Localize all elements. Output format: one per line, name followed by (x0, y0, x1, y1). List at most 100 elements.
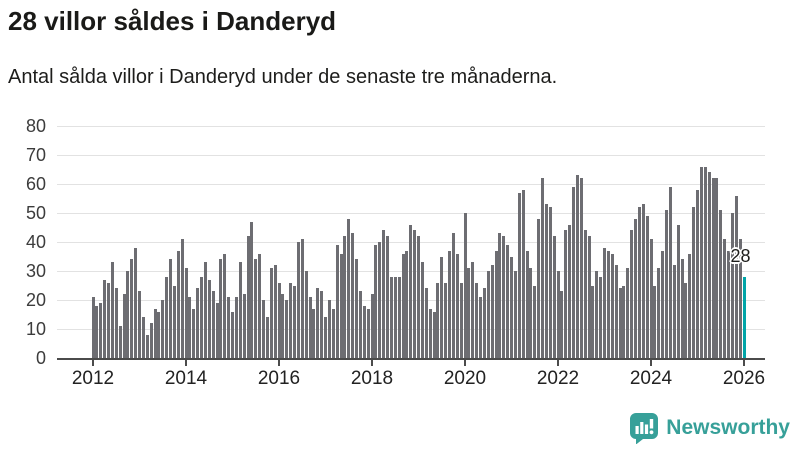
bar (304, 271, 308, 358)
chart-title: 28 villor såldes i Danderyd (8, 6, 337, 36)
bar (424, 288, 428, 358)
x-axis-tick-label: 2022 (536, 368, 580, 389)
bar (668, 186, 672, 358)
bar (327, 300, 331, 358)
bar (99, 302, 103, 358)
bar (537, 218, 541, 358)
bar (192, 308, 196, 358)
x-axis-tick-label: 2012 (71, 368, 115, 389)
x-axis-tick-label: 2014 (164, 368, 208, 389)
bar (711, 178, 715, 358)
bar (459, 282, 463, 358)
bar (603, 247, 606, 358)
bar (331, 308, 335, 358)
chart-subtitle: Antal sålda villor i Danderyd under de s… (8, 66, 558, 88)
bar (362, 305, 366, 358)
bar (378, 242, 382, 358)
y-axis-tick-label: 80 (25, 116, 46, 136)
x-axis-line (57, 358, 765, 360)
bar (347, 218, 351, 358)
bar (548, 207, 552, 358)
bar (614, 265, 618, 358)
bar (525, 250, 529, 358)
bar (254, 259, 258, 358)
bar (494, 250, 498, 358)
bar (699, 166, 703, 358)
bar (444, 282, 448, 358)
bar (289, 282, 293, 358)
bar (250, 221, 254, 358)
bar (316, 288, 320, 358)
current-period-bar (742, 276, 746, 358)
bar (734, 195, 738, 358)
bar (676, 224, 680, 358)
bar (262, 300, 265, 358)
x-axis-tick-mark (371, 360, 373, 366)
bar (370, 294, 374, 358)
bar (223, 253, 227, 358)
bar (595, 271, 599, 358)
bar (95, 305, 99, 358)
bar (246, 236, 250, 358)
bar (432, 311, 436, 358)
x-axis-tick-label: 2026 (722, 368, 766, 389)
bar (568, 224, 572, 358)
bar (560, 291, 564, 358)
bar (575, 175, 579, 358)
bar (172, 285, 176, 358)
y-gridline (57, 126, 765, 127)
bar (196, 288, 200, 358)
bar (599, 276, 603, 358)
bar (184, 268, 188, 358)
bar (630, 230, 634, 358)
bar (440, 256, 444, 358)
bar (715, 178, 719, 358)
bar (126, 271, 130, 358)
bar (498, 233, 502, 358)
bar (389, 276, 393, 358)
bar (242, 294, 246, 358)
bar (258, 253, 262, 358)
bar (343, 236, 347, 358)
bar (486, 271, 490, 358)
bar (680, 259, 684, 358)
bar (688, 253, 692, 358)
bar (234, 297, 238, 358)
bar (103, 279, 107, 358)
bar (428, 308, 432, 358)
bar (703, 166, 707, 358)
bar (130, 259, 134, 358)
bar (618, 288, 622, 358)
y-axis-tick-label: 20 (25, 290, 46, 310)
bar (149, 323, 153, 358)
bar (634, 218, 637, 358)
bar (502, 236, 506, 358)
bar (339, 253, 343, 358)
bar (409, 224, 413, 358)
bar (238, 262, 242, 358)
bar (591, 285, 595, 358)
bar (207, 279, 211, 358)
newsworthy-logo[interactable]: Newsworthy (628, 411, 790, 444)
bar (533, 285, 537, 358)
bar (649, 239, 653, 358)
bar (506, 244, 510, 358)
bar (374, 244, 378, 358)
bar (661, 250, 665, 358)
bar (541, 178, 544, 358)
bar (397, 276, 401, 358)
bar (211, 291, 215, 358)
y-axis-tick-label: 30 (25, 261, 46, 281)
bar (188, 297, 192, 358)
x-axis-tick-mark (650, 360, 652, 366)
y-axis-tick-label: 0 (35, 348, 46, 368)
bar (490, 265, 494, 358)
bar (479, 297, 482, 358)
bar (517, 192, 521, 358)
x-axis-tick-mark (557, 360, 559, 366)
bar (269, 268, 273, 358)
y-axis-tick-label: 40 (25, 232, 46, 252)
x-axis-tick-mark (743, 360, 745, 366)
bar (420, 262, 424, 358)
bar (719, 210, 723, 358)
